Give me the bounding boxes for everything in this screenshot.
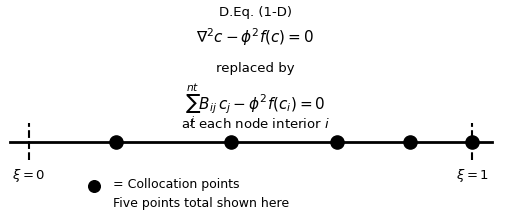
Text: $\sum_j^{nt} B_{ij}\, c_j - \phi^2 f(c_i) = 0$: $\sum_j^{nt} B_{ij}\, c_j - \phi^2 f(c_i… — [185, 81, 326, 129]
Point — [111, 140, 120, 143]
Text: at each node interior $i$: at each node interior $i$ — [181, 117, 330, 131]
Text: = Collocation points: = Collocation points — [113, 178, 240, 191]
Text: replaced by: replaced by — [216, 62, 295, 75]
Text: $\xi = 1$: $\xi = 1$ — [456, 167, 489, 184]
Point — [406, 140, 414, 143]
Point — [333, 140, 341, 143]
Text: $\xi = 0$: $\xi = 0$ — [12, 167, 45, 184]
Point — [90, 184, 98, 188]
Text: $\nabla^2 c - \phi^2 f(c) = 0$: $\nabla^2 c - \phi^2 f(c) = 0$ — [196, 27, 315, 48]
Point — [469, 140, 477, 143]
Text: D.Eq. (1-D): D.Eq. (1-D) — [219, 6, 292, 19]
Text: Five points total shown here: Five points total shown here — [113, 197, 289, 210]
Point — [227, 140, 236, 143]
